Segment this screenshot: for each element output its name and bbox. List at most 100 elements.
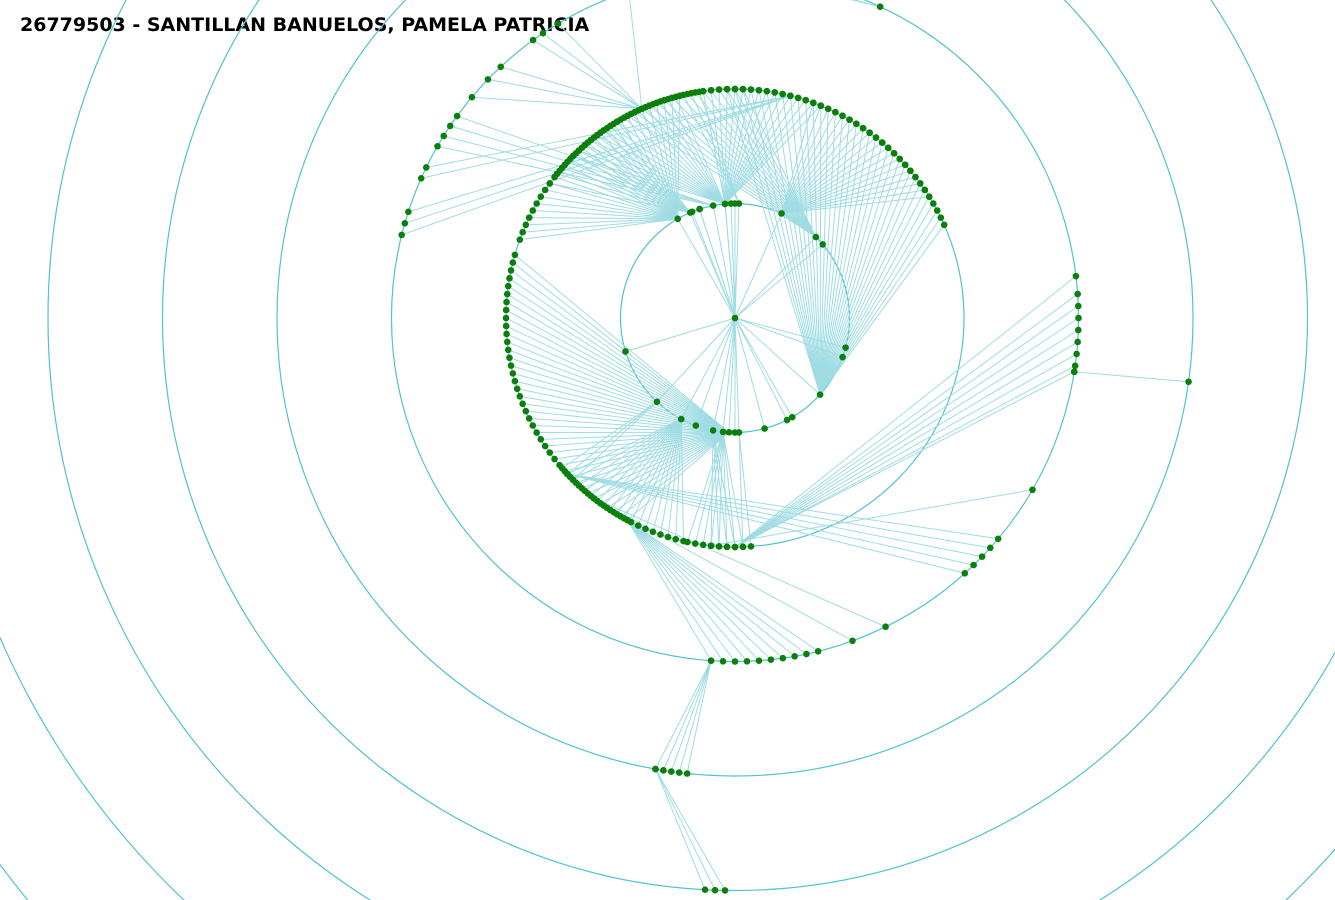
leaf-node[interactable] (502, 306, 510, 314)
root-node[interactable] (731, 314, 739, 322)
leaf-node[interactable] (660, 767, 667, 774)
leaf-node[interactable] (506, 274, 513, 282)
leaf-node[interactable] (653, 99, 660, 107)
leaf-node[interactable] (516, 236, 524, 243)
leaf-node[interactable] (723, 543, 731, 551)
leaf-node[interactable] (739, 543, 747, 551)
hub-node[interactable] (876, 3, 884, 10)
leaf-node[interactable] (649, 528, 657, 536)
leaf-node[interactable] (672, 535, 680, 543)
leaf-node[interactable] (791, 652, 798, 660)
leaf-node[interactable] (502, 322, 510, 330)
leaf-node[interactable] (446, 122, 454, 130)
leaf-node[interactable] (1074, 326, 1082, 334)
leaf-node[interactable] (978, 553, 986, 560)
leaf-node[interactable] (802, 96, 810, 104)
branch-node[interactable] (709, 202, 717, 209)
leaf-node[interactable] (440, 132, 447, 140)
leaf-node[interactable] (617, 116, 624, 123)
branch-node[interactable] (688, 208, 696, 216)
leaf-node[interactable] (606, 506, 614, 514)
leaf-node[interactable] (569, 476, 577, 484)
leaf-node[interactable] (691, 540, 699, 547)
leaf-node[interactable] (970, 561, 977, 569)
leaf-node[interactable] (731, 658, 739, 665)
leaf-node[interactable] (747, 86, 755, 93)
leaf-node[interactable] (723, 85, 731, 93)
leaf-node[interactable] (711, 886, 719, 894)
leaf-node[interactable] (645, 102, 653, 109)
leaf-node[interactable] (707, 86, 715, 94)
leaf-node[interactable] (683, 770, 691, 777)
branch-node[interactable] (622, 348, 629, 355)
branch-node[interactable] (692, 422, 700, 429)
leaf-node[interactable] (930, 200, 937, 207)
leaf-node[interactable] (613, 510, 621, 518)
leaf-node[interactable] (525, 415, 533, 422)
leaf-node[interactable] (859, 124, 867, 132)
leaf-node[interactable] (814, 647, 822, 655)
leaf-node[interactable] (529, 207, 537, 214)
branch-node[interactable] (725, 429, 733, 436)
leaf-node[interactable] (660, 96, 668, 104)
hub-node[interactable] (787, 92, 794, 100)
leaf-node[interactable] (575, 482, 583, 489)
hub-node[interactable] (624, 516, 631, 524)
branch-node[interactable] (709, 427, 717, 434)
leaf-node[interactable] (884, 144, 892, 152)
branch-node[interactable] (839, 353, 846, 361)
branch-node[interactable] (674, 215, 682, 223)
branch-node[interactable] (816, 391, 824, 398)
leaf-node[interactable] (603, 124, 611, 132)
leaf-node[interactable] (699, 541, 707, 549)
leaf-node[interactable] (405, 208, 412, 216)
leaf-node[interactable] (551, 173, 558, 181)
leaf-node[interactable] (529, 422, 537, 429)
leaf-node[interactable] (590, 134, 598, 141)
leaf-node[interactable] (794, 94, 802, 102)
leaf-node[interactable] (846, 116, 853, 123)
branch-node[interactable] (719, 428, 727, 436)
leaf-node[interactable] (561, 161, 569, 169)
leaf-node[interactable] (434, 142, 441, 150)
leaf-node[interactable] (680, 537, 687, 545)
leaf-node[interactable] (849, 637, 856, 645)
leaf-node[interactable] (921, 186, 929, 194)
leaf-node[interactable] (731, 85, 739, 93)
leaf-node[interactable] (684, 90, 691, 98)
leaf-node[interactable] (817, 102, 825, 109)
leaf-node[interactable] (1029, 486, 1036, 494)
leaf-node[interactable] (497, 63, 505, 71)
leaf-node[interactable] (882, 623, 889, 631)
leaf-node[interactable] (715, 543, 723, 550)
leaf-node[interactable] (422, 164, 430, 171)
leaf-node[interactable] (719, 657, 727, 665)
hub-node[interactable] (707, 657, 715, 664)
leaf-node[interactable] (1072, 272, 1080, 280)
leaf-node[interactable] (779, 90, 786, 98)
branch-node[interactable] (731, 200, 739, 207)
leaf-node[interactable] (937, 214, 945, 221)
hub-node[interactable] (707, 542, 715, 550)
leaf-node[interactable] (657, 531, 664, 538)
leaf-node[interactable] (539, 29, 547, 37)
hub-node[interactable] (1070, 368, 1078, 376)
leaf-node[interactable] (986, 544, 994, 552)
branch-node[interactable] (731, 429, 739, 436)
leaf-node[interactable] (468, 93, 476, 101)
branch-node[interactable] (677, 415, 685, 423)
leaf-node[interactable] (1185, 378, 1192, 386)
leaf-node[interactable] (578, 144, 586, 152)
branch-node[interactable] (842, 344, 849, 351)
leaf-node[interactable] (503, 338, 511, 346)
branch-node[interactable] (812, 233, 820, 241)
leaf-node[interactable] (779, 654, 787, 662)
leaf-node[interactable] (667, 768, 675, 775)
branch-node[interactable] (778, 210, 785, 217)
leaf-node[interactable] (624, 112, 631, 120)
leaf-node[interactable] (1074, 302, 1082, 310)
branch-node[interactable] (788, 413, 796, 421)
leaf-node[interactable] (597, 129, 604, 137)
leaf-node[interactable] (721, 887, 729, 894)
leaf-node[interactable] (537, 436, 545, 443)
